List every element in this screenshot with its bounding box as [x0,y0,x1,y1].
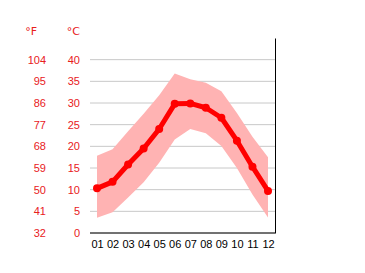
plot-area [93,74,272,218]
y-tick-label: 30 [68,97,80,109]
x-tick-label: 06 [169,238,181,250]
y-frame [275,39,276,234]
x-tick-label: 10 [231,238,243,250]
y-tick: 30 [68,97,80,109]
y2-axis-title: °F [25,25,37,38]
x-tick: 06 [169,233,181,250]
y2-tick: 68 [34,140,46,152]
y-tick-label: 0 [74,227,80,239]
x-tick-label: 08 [200,238,212,250]
y2-tick-label: 104 [28,54,46,66]
y-axis: 0 5 10 15 20 25 30 35 40 [68,54,80,239]
x-axis-line [90,233,275,234]
y2-tick-label: 77 [34,119,46,131]
y-tick-label: 40 [68,54,80,66]
x-tick: 08 [200,233,212,250]
y2-tick-label: 86 [34,97,46,109]
y-tick: 5 [74,205,80,217]
y-tick-label: 20 [68,140,80,152]
x-tick-label: 02 [107,238,119,250]
x-tick-label: 12 [262,238,274,250]
x-tick: 10 [231,233,243,250]
marker [264,187,272,195]
y2-tick-label: 59 [34,162,46,174]
y-tick-label: 10 [68,184,80,196]
x-tick: 11 [247,233,258,250]
x-tick: 07 [185,233,197,250]
marker [155,125,163,133]
y-tick: 20 [68,140,80,152]
y2-tick: 77 [34,119,46,131]
y-tick: 0 [74,227,80,239]
y2-tick-label: 95 [34,75,46,87]
chart: 05101520253035403241505968778695104°C°F0… [0,0,365,273]
y2-tick: 50 [34,184,46,196]
grid-line [90,211,275,212]
y2-tick: 32 [34,227,46,239]
x-tick: 02 [107,233,119,250]
grid [90,60,275,233]
grid-line [90,233,275,234]
y2-tick: 59 [34,162,46,174]
x-axis: 010203040506070809101112 [90,233,275,250]
x-tick: 12 [262,233,274,250]
y-tick-label: 5 [74,205,80,217]
x-tick: 03 [122,233,134,250]
x-tick-label: 03 [122,238,134,250]
y-tick: 35 [68,75,80,87]
marker [217,114,225,122]
marker [202,104,210,112]
marker [140,145,148,153]
marker [248,163,256,171]
marker [124,161,132,169]
y-tick-label: 15 [68,162,80,174]
x-tick-label: 01 [91,238,103,250]
x-tick-label: 05 [154,238,166,250]
x-tick-label: 09 [216,238,228,250]
y2-tick: 41 [34,205,46,217]
x-tick-label: 11 [247,238,258,250]
y2-tick-label: 50 [34,184,46,196]
y2-tick-label: 32 [34,227,46,239]
marker [109,178,117,186]
x-tick-label: 04 [138,238,150,250]
x-tick: 05 [154,233,166,250]
range-area [97,74,268,218]
marker [233,137,241,145]
y-tick-label: 25 [68,119,80,131]
y-tick: 40 [68,54,80,66]
grid-line [90,59,275,60]
y-tick: 10 [68,184,80,196]
marker [93,184,101,192]
y-axis-title: °C [67,25,81,38]
y2-tick: 95 [34,75,46,87]
marker [186,99,194,107]
y-axis-line [275,39,276,234]
y-tick: 25 [68,119,80,131]
x-tick: 04 [138,233,150,250]
y2-tick: 86 [34,97,46,109]
y2-tick-label: 68 [34,140,46,152]
y-tick-label: 35 [68,75,80,87]
x-tick: 01 [91,233,103,250]
y2-tick: 104 [28,54,46,66]
y-tick: 15 [68,162,80,174]
marker [171,100,179,108]
x-tick: 09 [216,233,228,250]
x-tick-label: 07 [185,238,197,250]
line [97,103,268,191]
y2-axis: 32 41 50 59 68 77 86 95 104 [28,54,46,239]
y2-tick-label: 41 [34,205,46,217]
